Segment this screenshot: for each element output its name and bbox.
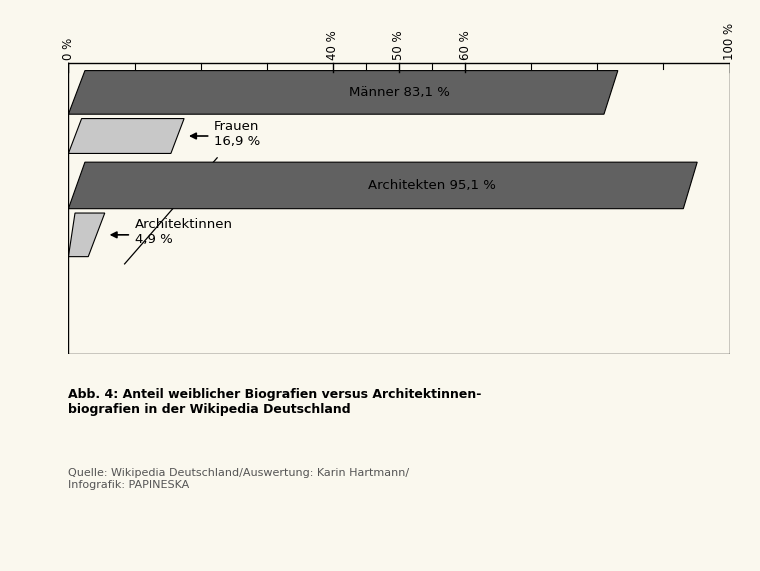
- Text: Quelle: Wikipedia Deutschland/Auswertung: Karin Hartmann/
Infografik: PAPINESKA: Quelle: Wikipedia Deutschland/Auswertung…: [68, 468, 410, 490]
- Text: Abb. 4: Anteil weiblicher Biografien versus Architektinnen-
biografien in der Wi: Abb. 4: Anteil weiblicher Biografien ver…: [68, 388, 482, 416]
- Polygon shape: [68, 71, 618, 114]
- Text: Männer 83,1 %: Männer 83,1 %: [349, 86, 449, 99]
- Text: 40 %: 40 %: [326, 31, 340, 61]
- Polygon shape: [68, 119, 184, 154]
- Text: Architektinnen
4,9 %: Architektinnen 4,9 %: [135, 218, 233, 246]
- Text: Architekten 95,1 %: Architekten 95,1 %: [368, 179, 496, 192]
- Text: Frauen
16,9 %: Frauen 16,9 %: [214, 120, 260, 148]
- Text: 60 %: 60 %: [458, 31, 472, 61]
- Text: 100 %: 100 %: [723, 23, 736, 61]
- Text: 0 %: 0 %: [62, 38, 75, 61]
- Polygon shape: [68, 162, 697, 208]
- Polygon shape: [68, 213, 105, 256]
- Text: 50 %: 50 %: [392, 31, 406, 61]
